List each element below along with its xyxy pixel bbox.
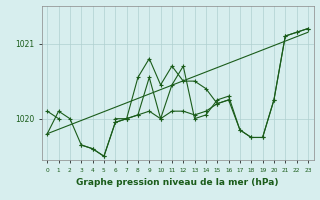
- X-axis label: Graphe pression niveau de la mer (hPa): Graphe pression niveau de la mer (hPa): [76, 178, 279, 187]
